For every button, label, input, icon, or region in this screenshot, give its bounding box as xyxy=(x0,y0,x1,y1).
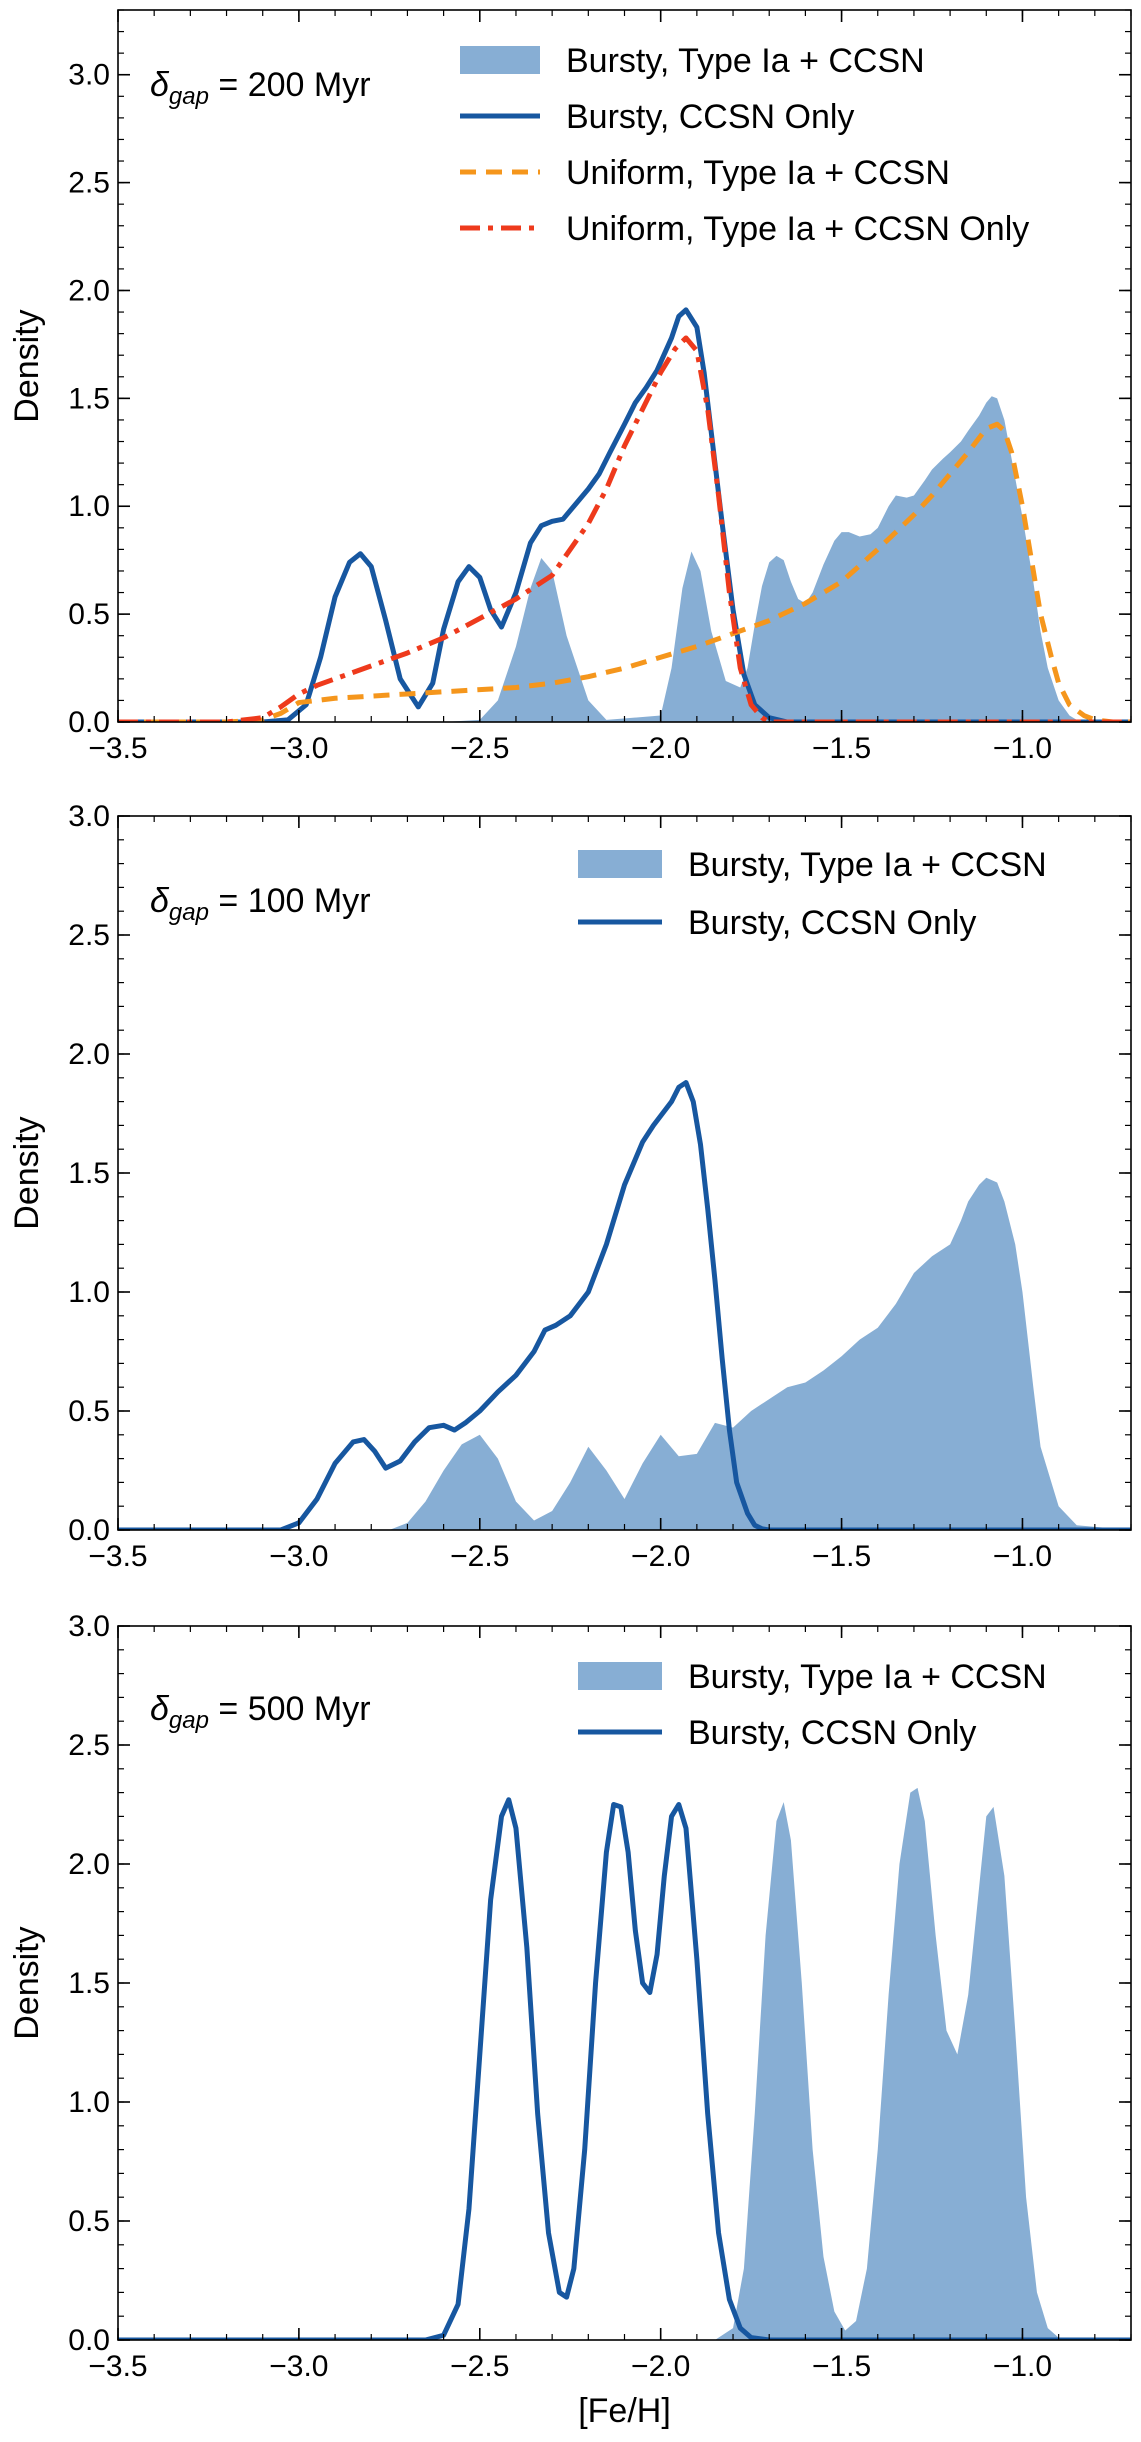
x-tick-label: −2.0 xyxy=(631,1540,690,1573)
y-tick-label: 2.5 xyxy=(68,919,110,952)
series-area-0 xyxy=(118,1787,1131,2340)
y-tick-label: 1.0 xyxy=(68,490,110,523)
ticks xyxy=(117,1625,1132,2341)
plot-area xyxy=(118,1787,1131,2340)
legend-label: Bursty, CCSN Only xyxy=(688,904,976,942)
x-tick-label: −3.0 xyxy=(269,732,328,765)
legend-label: Bursty, Type Ia + CCSN xyxy=(688,846,1047,884)
legend: Bursty, Type Ia + CCSN Bursty, CCSN Only U… xyxy=(460,42,1029,248)
x-tick-label: −1.5 xyxy=(812,732,871,765)
x-tick-label: −2.5 xyxy=(450,1540,509,1573)
x-tick-label: −1.5 xyxy=(812,1540,871,1573)
panel-500myr: −3.5 −3.0 −2.5 −2.0 −1.5 −1.0 0.0 0.5 1.0 1.5 2.0 2… xyxy=(8,1610,1132,2430)
y-tick-label: 3.0 xyxy=(68,59,110,92)
x-tick-label: −3.5 xyxy=(88,732,147,765)
y-tick-label: 0.5 xyxy=(68,2205,110,2238)
x-tick-label: −3.0 xyxy=(269,1540,328,1573)
y-tick-label: 0.0 xyxy=(68,2324,110,2357)
legend-label: Bursty, Type Ia + CCSN xyxy=(688,1658,1047,1696)
y-axis-label: Density xyxy=(8,1926,46,2039)
y-tick-label: 2.0 xyxy=(68,1848,110,1881)
legend-label: Bursty, CCSN Only xyxy=(566,98,854,136)
y-tick-label: 2.5 xyxy=(68,1729,110,1762)
series-line-2 xyxy=(118,421,1131,722)
panel-200myr: −3.5 −3.0 −2.5 −2.0 −1.5 −1.0 0.0 0.5 1.0 1.5 2.0 2… xyxy=(8,9,1132,765)
legend: Bursty, Type Ia + CCSN Bursty, CCSN Only xyxy=(578,1658,1047,1752)
y-tick-label: 1.5 xyxy=(68,382,110,415)
x-tick-label: −3.5 xyxy=(88,2350,147,2383)
x-tick-label: −2.5 xyxy=(450,2350,509,2383)
x-tick-label: −2.0 xyxy=(631,2350,690,2383)
y-tick-label: 2.5 xyxy=(68,167,110,200)
y-tick-label: 3.0 xyxy=(68,1610,110,1643)
legend-swatch xyxy=(578,850,662,878)
x-axis-label: [Fe/H] xyxy=(578,2392,671,2430)
x-tick-label: −3.5 xyxy=(88,1540,147,1573)
delta-gap-annotation: δgap = 500 Myr xyxy=(150,1690,371,1734)
legend-label: Bursty, Type Ia + CCSN xyxy=(566,42,925,80)
y-tick-label: 1.5 xyxy=(68,1157,110,1190)
delta-gap-annotation: δgap = 100 Myr xyxy=(150,882,371,926)
series-area-0 xyxy=(118,396,1131,722)
series-line-1 xyxy=(118,1797,1131,2340)
legend-swatch xyxy=(460,46,540,74)
series-line-1 xyxy=(118,1080,1131,1530)
x-tick-label: −1.0 xyxy=(993,1540,1052,1573)
x-tick-label: −1.5 xyxy=(812,2350,871,2383)
y-tick-label: 1.5 xyxy=(68,1967,110,2000)
x-tick-label: −2.0 xyxy=(631,732,690,765)
series-area-0 xyxy=(118,1177,1131,1530)
y-axis-label: Density xyxy=(8,309,46,422)
legend-swatch xyxy=(578,1662,662,1690)
legend-label: Uniform, Type Ia + CCSN xyxy=(566,154,950,192)
x-tick-label: −2.5 xyxy=(450,732,509,765)
legend: Bursty, Type Ia + CCSN Bursty, CCSN Only xyxy=(578,846,1047,942)
y-tick-label: 3.0 xyxy=(68,800,110,833)
legend-label: Uniform, Type Ia + CCSN Only xyxy=(566,210,1029,248)
y-tick-label: 0.0 xyxy=(68,706,110,739)
panel-100myr: −3.5 −3.0 −2.5 −2.0 −1.5 −1.0 0.0 0.5 1.0 1.5 2.0 2… xyxy=(8,800,1132,1573)
delta-gap-annotation: δgap = 200 Myr xyxy=(150,66,371,110)
ticks xyxy=(117,9,1132,723)
plot-area xyxy=(118,307,1131,722)
ticks xyxy=(117,815,1132,1531)
y-tick-label: 2.0 xyxy=(68,1038,110,1071)
y-tick-label: 0.5 xyxy=(68,1395,110,1428)
y-axis-label: Density xyxy=(8,1116,46,1229)
series-line-3 xyxy=(118,335,1131,722)
x-tick-label: −1.0 xyxy=(993,732,1052,765)
x-tick-label: −1.0 xyxy=(993,2350,1052,2383)
y-tick-label: 1.0 xyxy=(68,1276,110,1309)
y-tick-label: 0.0 xyxy=(68,1514,110,1547)
legend-label: Bursty, CCSN Only xyxy=(688,1714,976,1752)
plot-area xyxy=(118,1080,1131,1530)
y-tick-label: 1.0 xyxy=(68,2086,110,2119)
x-tick-label: −3.0 xyxy=(269,2350,328,2383)
y-tick-label: 0.5 xyxy=(68,598,110,631)
y-tick-label: 2.0 xyxy=(68,274,110,307)
